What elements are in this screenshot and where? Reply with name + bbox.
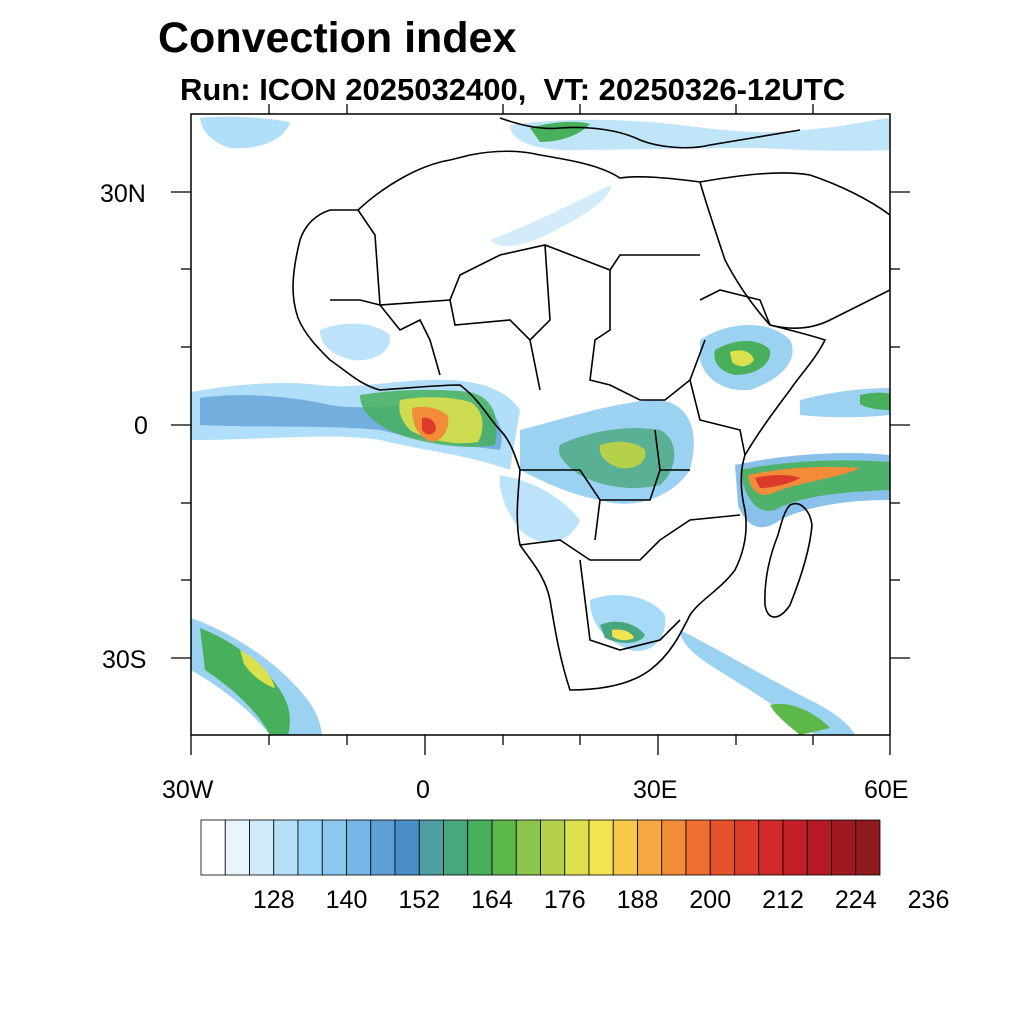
lon-label-30w: 30W <box>162 776 214 804</box>
axis-ticks <box>171 104 910 755</box>
colorbar-box <box>540 819 566 876</box>
colorbar-tick-label: 236 <box>907 886 950 914</box>
convection-gulf-guinea-red <box>422 417 436 435</box>
convection-ethiopia-yellow <box>730 350 754 367</box>
convection-sahara-streak <box>490 185 611 247</box>
colorbar-box <box>394 819 420 876</box>
colorbar-box <box>321 819 347 876</box>
colorbar-tick-label: 128 <box>252 886 295 914</box>
colorbar-box <box>467 819 493 876</box>
colorbar-box <box>588 819 614 876</box>
colorbar-box <box>685 819 711 876</box>
convection-indian-ocean-orange <box>748 466 860 495</box>
coastlines <box>292 117 890 691</box>
lon-label-0: 0 <box>416 776 430 804</box>
colorbar-box <box>806 819 832 876</box>
colorbar-tick-label: 140 <box>325 886 368 914</box>
colorbar-tick-label: 200 <box>689 886 732 914</box>
colorbar-box <box>297 819 323 876</box>
lat-label-30s: 30S <box>102 646 147 674</box>
lon-label-30e: 30E <box>633 776 678 804</box>
colorbar-box <box>831 819 857 876</box>
colorbar-box <box>443 819 469 876</box>
colorbar-box <box>346 819 372 876</box>
lat-label-30n: 30N <box>100 180 146 208</box>
colorbar-box <box>564 819 590 876</box>
madagascar-coastline <box>764 503 813 618</box>
colorbar-box <box>515 819 541 876</box>
colorbar-box <box>637 819 663 876</box>
arabia-coastline <box>699 172 890 330</box>
convection-southeast-band-core <box>770 703 830 735</box>
colorbar-tick-label: 224 <box>834 886 877 914</box>
convection-west-africa <box>320 323 391 361</box>
colorbar-box <box>734 819 760 876</box>
colorbar-box <box>491 819 517 876</box>
lon-label-60e: 60E <box>864 776 909 804</box>
lat-label-0: 0 <box>134 412 148 440</box>
convection-southwest-band-core <box>200 628 290 735</box>
colorbar-box <box>370 819 396 876</box>
colorbar-box <box>273 819 299 876</box>
convection-southwest-band-yellow <box>240 650 275 688</box>
colorbar-tick-label: 152 <box>398 886 441 914</box>
colorbar-box <box>249 819 275 876</box>
convection-south-africa-yellow <box>612 629 634 641</box>
convection-mediterranean <box>510 118 890 151</box>
colorbar-tick-label: 176 <box>543 886 586 914</box>
colorbar-box <box>418 819 444 876</box>
convection-angola <box>499 475 580 543</box>
colorbar-box <box>200 819 226 876</box>
colorbar-box <box>709 819 735 876</box>
colorbar-box <box>758 819 784 876</box>
europe-coastline <box>499 117 801 149</box>
convection-east-ocean-north-core <box>860 392 890 410</box>
convection-congo-yellow <box>599 441 646 469</box>
colorbar-tick-label: 164 <box>471 886 513 914</box>
chart-title: Convection index <box>158 14 517 62</box>
colorbar-box <box>855 819 881 876</box>
colorbar-tick-label: 212 <box>762 886 804 914</box>
colorbar-boxes <box>200 819 881 876</box>
convection-southeast-band <box>680 630 855 735</box>
convection-north-atlantic <box>200 116 290 149</box>
colorbar-box <box>782 819 808 876</box>
colorbar-box <box>224 819 250 876</box>
country-borders <box>330 209 771 651</box>
convection-indian-ocean-red <box>755 475 800 488</box>
africa-coastline <box>292 150 827 691</box>
chart-subtitle: Run: ICON 2025032400, VT: 20250326-12UTC <box>180 72 846 107</box>
colorbar-box <box>612 819 638 876</box>
colorbar-tick-label: 188 <box>616 886 659 914</box>
colorbar-box <box>661 819 687 876</box>
